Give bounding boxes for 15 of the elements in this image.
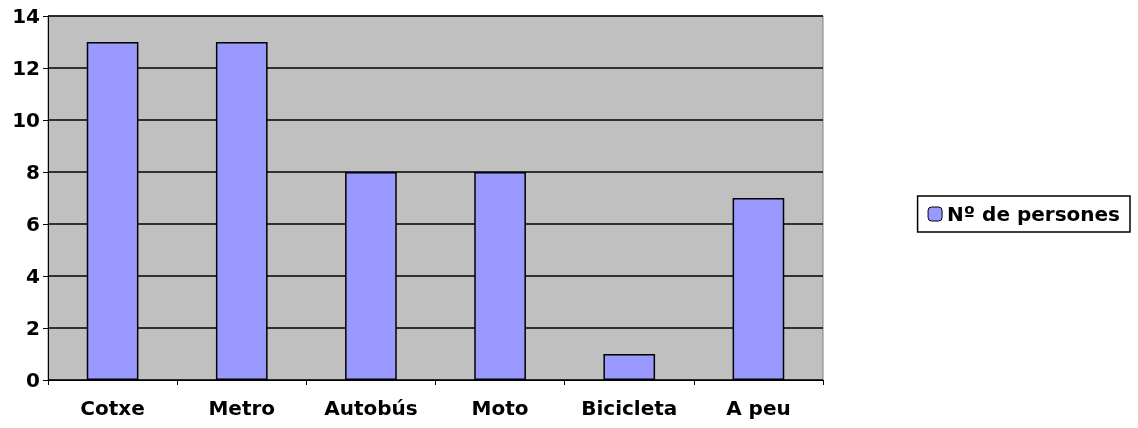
y-tick-label: 10 [12,108,40,132]
y-tick-label: 0 [26,368,40,392]
legend-label: Nº de persones [947,202,1120,226]
x-tick-label: Moto [471,396,529,420]
y-tick-label: 6 [26,212,40,236]
y-tick-label: 4 [26,264,40,288]
x-tick-label: Metro [208,396,276,420]
y-tick-label: 12 [12,56,40,80]
x-tick-label: A peu [726,396,791,420]
y-tick-label: 2 [26,316,40,340]
x-tick-label: Cotxe [80,396,145,420]
y-tick-label: 14 [12,4,40,28]
y-tick-label: 8 [26,160,40,184]
x-tick-label: Bicicleta [581,396,678,420]
x-tick-label: Autobús [324,396,418,420]
